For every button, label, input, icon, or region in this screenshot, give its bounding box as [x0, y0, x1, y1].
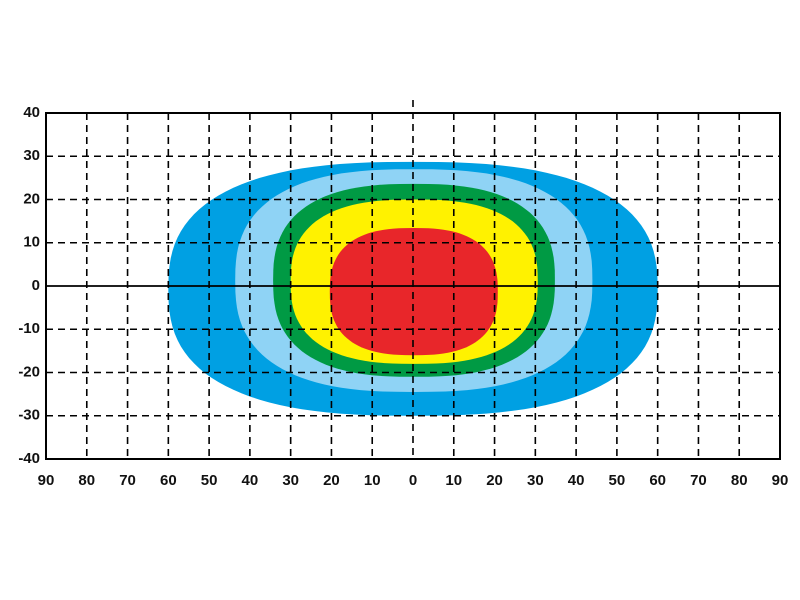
- x-tick-label: 20: [486, 472, 503, 489]
- y-tick-label: -20: [18, 363, 40, 380]
- x-tick-label: 60: [160, 472, 177, 489]
- x-tick-label: 30: [282, 472, 299, 489]
- y-tick-label: -40: [18, 450, 40, 467]
- x-tick-label: 90: [772, 472, 789, 489]
- x-tick-label: 90: [38, 472, 55, 489]
- y-tick-label: -10: [18, 320, 40, 337]
- x-tick-label: 60: [649, 472, 666, 489]
- y-tick-label: 40: [23, 104, 40, 121]
- y-tick-label: 10: [23, 234, 40, 251]
- x-tick-label: 70: [690, 472, 707, 489]
- x-tick-label: 40: [568, 472, 585, 489]
- y-tick-label: -30: [18, 407, 40, 424]
- plot-frame: [45, 112, 781, 460]
- y-tick-label: 30: [23, 147, 40, 164]
- x-tick-label: 50: [609, 472, 626, 489]
- x-tick-label: 80: [731, 472, 748, 489]
- y-tick-label: 20: [23, 190, 40, 207]
- x-tick-label: 0: [409, 472, 417, 489]
- x-tick-label: 10: [364, 472, 381, 489]
- x-tick-label: 40: [242, 472, 259, 489]
- x-tick-label: 20: [323, 472, 340, 489]
- x-tick-label: 70: [119, 472, 136, 489]
- x-tick-label: 80: [78, 472, 95, 489]
- x-tick-label: 10: [445, 472, 462, 489]
- x-tick-label: 50: [201, 472, 218, 489]
- y-tick-label: 0: [32, 277, 40, 294]
- x-tick-label: 30: [527, 472, 544, 489]
